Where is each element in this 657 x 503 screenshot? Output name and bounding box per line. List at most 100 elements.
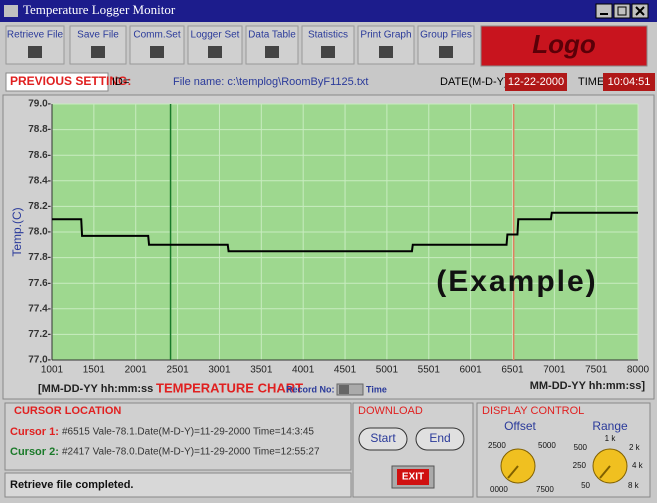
toolbar-label: Print Graph [360,30,411,41]
title-bar [0,0,657,22]
toolbar-icon [91,46,105,58]
x-tick-label: 2001 [125,365,148,376]
range-scale-label: 8 k [628,481,640,490]
setting-label: PREVIOUS SETTING: [10,74,131,88]
annotation: (Example) [436,265,597,298]
time-box [603,73,655,91]
y-tick-label: 77.0- [28,355,51,366]
toolbar-icon [28,46,42,58]
toolbar-label: Retrieve File [7,30,64,41]
x-tick-label: 3501 [250,365,273,376]
id-label: ID= [112,76,129,88]
minimize-button[interactable] [595,3,613,19]
x-tick-label: 6501 [501,365,524,376]
toggle-knob [339,385,349,394]
x-tick-label: 7501 [585,365,608,376]
x-tick-label: 6001 [460,365,483,376]
date-box [505,73,567,91]
start-button[interactable] [358,427,408,451]
exit-label: EXIT [402,472,424,483]
toolbar-icon [208,46,222,58]
y-tick-label: 79.0- [28,99,51,110]
y-tick-label: 77.6- [28,278,51,289]
display-panel [476,402,651,498]
footer-right: MM-DD-YY hh:mm:ss] [530,380,646,392]
file-name: File name: c:\templog\RoomByF1125.txt [173,76,368,88]
maximize-button[interactable] [613,3,631,19]
toolbar-icon [265,46,279,58]
toolbar-label: Statistics [308,30,348,41]
toolbar-label: Comm.Set [133,30,180,41]
status-bar [4,472,352,498]
toolbar-icon [321,46,335,58]
mode-toggle[interactable] [336,383,364,396]
start-label: Start [370,431,396,445]
x-tick-label: 4501 [334,365,357,376]
y-tick-label: 78.8- [28,124,51,135]
offset-scale-label: 2500 [488,441,506,450]
offset-scale-label: 5000 [538,441,556,450]
cursor1-label: Cursor 1: [10,426,59,438]
toolbar: Retrieve File Save File Comm.Set Logger Set… [5,25,475,65]
x-tick-label: 7001 [543,365,566,376]
cursor1-text: #6515 Vale-78.1.Date(M-D-Y)=11-29-2000 T… [62,427,314,438]
y-axis-label: Temp.(C) [10,207,24,256]
window-buttons [595,3,649,19]
chart: 77.0- 77.2- 77.4- 77.6- 77.8- 78.0- 78.2- 78.4-… [28,99,649,376]
range-pointer [599,465,611,479]
y-tick-label: 77.2- [28,329,51,340]
date-value: 12-22-2000 [508,76,564,88]
y-tick-label: 77.8- [28,252,51,263]
close-glyph [635,6,645,16]
time-mode-label: Time [366,384,387,394]
toolbar-label: Save File [77,30,119,41]
y-tick-label: 77.4- [28,303,51,314]
toolbar-button[interactable] [129,25,185,65]
x-tick-label: 5001 [376,365,399,376]
chart-title: TEMPERATURE CHART [156,380,303,395]
range-scale-label: 1 k [605,434,617,443]
setting-box [5,72,109,92]
range-scale-label: 2 k [629,443,641,452]
offset-label: Offset [504,419,536,433]
x-tick-label: 5501 [418,365,441,376]
cursor-panel-title: CURSOR LOCATION [14,405,121,417]
end-button[interactable] [415,427,465,451]
x-tick-label: 2501 [166,365,189,376]
knob-scales: 2500 5000 0000 7500 1 k 500 2 k 250 4 k 50 8 k [488,434,644,494]
y-tick-label: 78.0- [28,227,51,238]
x-tick-label: 1501 [83,365,106,376]
footer-left: [MM-DD-YY hh:mm:ss [38,383,153,395]
y-tick-label: 78.4- [28,175,51,186]
logo-box [480,25,648,67]
toolbar-icon [439,46,453,58]
toolbar-icon [150,46,164,58]
cursor-panel [4,402,352,471]
temperature-line [52,211,638,253]
x-tick-label: 1001 [41,365,64,376]
record-label: Record No: [286,384,335,394]
offset-scale-label: 7500 [536,485,554,494]
toolbar-label: Logger Set [191,30,240,41]
cursor2-label: Cursor 2: [10,446,59,458]
app-icon [4,5,18,17]
window-title: Temperature Logger Monitor [23,2,176,17]
x-tick-label: 8000 [627,365,650,376]
time-label: TIME [578,76,604,88]
range-scale-label: 500 [574,443,588,452]
x-tick-label: 4001 [292,365,315,376]
range-label: Range [592,419,628,433]
range-scale-label: 250 [573,461,587,470]
y-tick-label: 78.6- [28,150,51,161]
status-text: Retrieve file completed. [10,479,134,491]
download-title: DOWNLOAD [358,405,423,417]
y-tick-label: 78.2- [28,201,51,212]
time-value: 10:04:51 [608,76,651,88]
range-scale-label: 50 [581,481,590,490]
exit-face [397,469,429,485]
offset-scale-label: 0000 [490,485,508,494]
toolbar-icon [379,46,393,58]
logo: Logo [532,29,596,59]
